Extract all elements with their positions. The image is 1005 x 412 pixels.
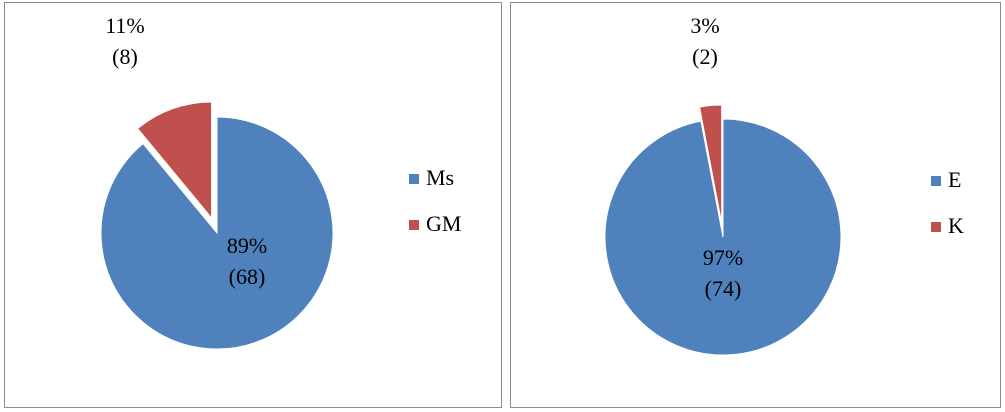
legend-label-k: K [948, 213, 964, 238]
legend-swatch-k [931, 222, 941, 232]
data-label-count-e: (74) [705, 276, 742, 301]
pie-slice-e [604, 118, 842, 356]
pie-chart-1: 89% (68) Ms 11% (8) GM [100, 13, 461, 350]
legend-swatch-gm [409, 220, 419, 230]
chart-panel-1: 89% (68) Ms 11% (8) GM [4, 2, 502, 408]
pie-chart-2: 97% (74) E 3% (2) K [604, 13, 964, 356]
data-label-percent-ms: 89% [227, 233, 267, 258]
data-label-percent-gm: 11% [105, 13, 145, 38]
pie-slice-gm [136, 101, 213, 220]
data-label-percent-e: 97% [703, 245, 743, 270]
data-label-count-ms: (68) [229, 264, 266, 289]
data-label-count-k: (2) [692, 44, 718, 69]
legend-swatch-e [931, 176, 941, 186]
chart-panel-2: 97% (74) E 3% (2) K [510, 2, 1001, 408]
legend-label-gm: GM [426, 211, 461, 236]
data-label-count-gm: (8) [112, 44, 138, 69]
legend-label-ms: Ms [426, 165, 454, 190]
pie-slice-k [698, 104, 723, 224]
pie-slice-ms [100, 116, 334, 350]
data-label-percent-k: 3% [690, 13, 719, 38]
legend-label-e: E [948, 167, 961, 192]
legend-swatch-ms [409, 174, 419, 184]
